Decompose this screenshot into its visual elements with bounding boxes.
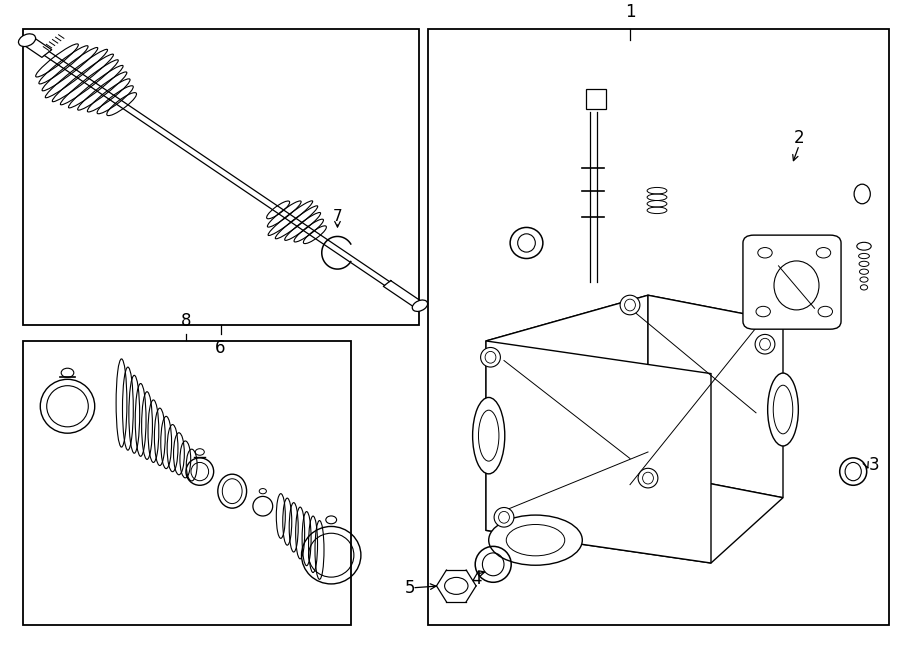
Text: 4: 4 xyxy=(472,570,482,588)
Ellipse shape xyxy=(768,373,798,446)
Polygon shape xyxy=(486,295,648,530)
Ellipse shape xyxy=(494,508,514,527)
Polygon shape xyxy=(486,471,783,563)
Polygon shape xyxy=(648,295,783,498)
Bar xyxy=(22,341,351,625)
Text: 3: 3 xyxy=(868,456,879,474)
Ellipse shape xyxy=(755,334,775,354)
Polygon shape xyxy=(486,295,783,373)
Ellipse shape xyxy=(472,397,505,474)
Text: 8: 8 xyxy=(181,312,192,330)
Bar xyxy=(22,28,418,325)
Text: 1: 1 xyxy=(625,3,635,21)
Text: 2: 2 xyxy=(794,130,805,147)
Text: 5: 5 xyxy=(404,579,415,597)
FancyBboxPatch shape xyxy=(743,235,841,329)
Ellipse shape xyxy=(489,515,582,565)
Text: 6: 6 xyxy=(215,339,226,357)
Ellipse shape xyxy=(638,468,658,488)
Ellipse shape xyxy=(19,34,36,46)
Bar xyxy=(428,28,889,625)
Ellipse shape xyxy=(412,300,427,311)
Text: 7: 7 xyxy=(333,210,342,224)
Bar xyxy=(586,89,606,109)
Ellipse shape xyxy=(481,348,500,367)
Ellipse shape xyxy=(620,295,640,315)
Polygon shape xyxy=(486,341,711,563)
